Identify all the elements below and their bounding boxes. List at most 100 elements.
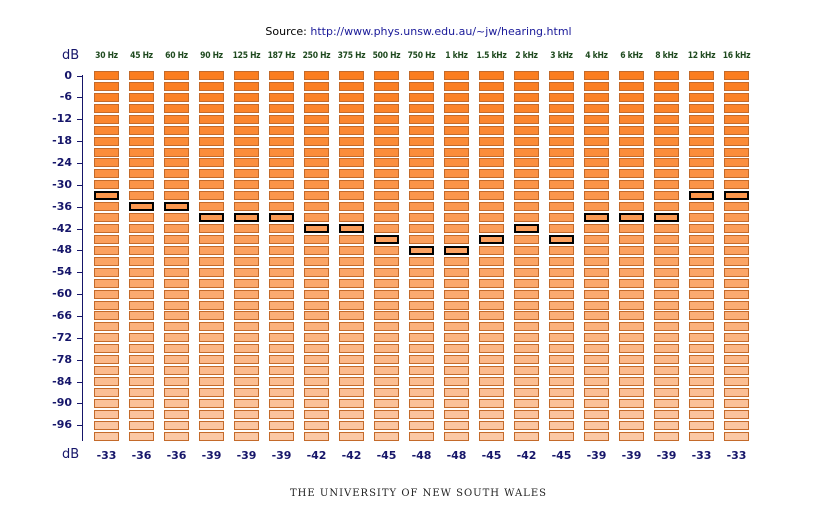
level-cell[interactable] (374, 388, 399, 397)
level-cell[interactable] (479, 388, 504, 397)
level-cell[interactable] (199, 388, 224, 397)
level-cell[interactable] (164, 126, 189, 135)
level-cell[interactable] (514, 279, 539, 288)
level-cell[interactable] (479, 93, 504, 102)
level-cell[interactable] (129, 257, 154, 266)
level-cell[interactable] (94, 224, 119, 233)
level-cell[interactable] (654, 268, 679, 277)
level-cell[interactable] (654, 410, 679, 419)
level-cell[interactable] (549, 344, 574, 353)
level-cell[interactable] (234, 180, 259, 189)
level-cell[interactable] (619, 82, 644, 91)
level-cell[interactable] (339, 301, 364, 310)
level-cell[interactable] (654, 257, 679, 266)
level-cell[interactable] (514, 410, 539, 419)
level-cell[interactable] (304, 93, 329, 102)
level-cell[interactable] (724, 279, 749, 288)
level-cell[interactable] (689, 235, 714, 244)
level-cell[interactable] (654, 377, 679, 386)
level-cell[interactable] (654, 311, 679, 320)
level-cell[interactable] (514, 344, 539, 353)
level-cell[interactable] (549, 268, 574, 277)
level-cell[interactable] (269, 399, 294, 408)
level-cell[interactable] (689, 82, 714, 91)
level-cell[interactable] (374, 126, 399, 135)
level-cell[interactable] (444, 333, 469, 342)
level-cell[interactable] (339, 191, 364, 200)
level-cell[interactable] (304, 388, 329, 397)
level-cell[interactable] (129, 410, 154, 419)
level-cell[interactable] (164, 410, 189, 419)
level-cell[interactable] (654, 290, 679, 299)
level-cell[interactable] (689, 268, 714, 277)
level-cell[interactable] (409, 301, 434, 310)
level-cell[interactable] (409, 366, 434, 375)
level-cell[interactable] (164, 432, 189, 441)
level-cell[interactable] (724, 213, 749, 222)
level-cell[interactable] (654, 399, 679, 408)
level-cell[interactable] (444, 126, 469, 135)
level-cell[interactable] (269, 290, 294, 299)
level-cell[interactable] (654, 322, 679, 331)
level-cell[interactable] (304, 104, 329, 113)
level-cell[interactable] (409, 126, 434, 135)
level-cell[interactable] (479, 202, 504, 211)
level-cell[interactable] (304, 213, 329, 222)
level-cell[interactable] (129, 158, 154, 167)
level-cell[interactable] (409, 191, 434, 200)
level-cell[interactable] (234, 169, 259, 178)
level-cell[interactable] (619, 137, 644, 146)
level-cell[interactable] (479, 82, 504, 91)
level-cell[interactable] (304, 279, 329, 288)
level-cell[interactable] (234, 421, 259, 430)
level-cell[interactable] (269, 355, 294, 364)
level-cell[interactable] (234, 432, 259, 441)
level-cell[interactable] (269, 158, 294, 167)
level-cell[interactable] (584, 169, 609, 178)
level-cell-selected[interactable] (94, 191, 119, 200)
level-cell[interactable] (129, 268, 154, 277)
level-cell[interactable] (199, 432, 224, 441)
level-cell[interactable] (549, 388, 574, 397)
level-cell[interactable] (199, 224, 224, 233)
level-cell[interactable] (549, 213, 574, 222)
level-cell[interactable] (724, 344, 749, 353)
level-cell[interactable] (269, 388, 294, 397)
level-cell[interactable] (199, 366, 224, 375)
level-cell[interactable] (584, 224, 609, 233)
level-cell[interactable] (549, 104, 574, 113)
level-cell[interactable] (269, 71, 294, 80)
level-cell[interactable] (514, 115, 539, 124)
level-cell[interactable] (724, 246, 749, 255)
level-cell[interactable] (479, 421, 504, 430)
level-cell[interactable] (724, 180, 749, 189)
level-cell[interactable] (199, 93, 224, 102)
level-cell[interactable] (339, 399, 364, 408)
level-cell[interactable] (199, 115, 224, 124)
level-cell[interactable] (374, 148, 399, 157)
level-cell[interactable] (374, 410, 399, 419)
level-cell[interactable] (199, 268, 224, 277)
level-cell[interactable] (199, 202, 224, 211)
level-cell[interactable] (374, 279, 399, 288)
level-cell[interactable] (269, 301, 294, 310)
level-cell[interactable] (94, 279, 119, 288)
level-cell[interactable] (514, 355, 539, 364)
level-cell[interactable] (129, 235, 154, 244)
level-cell[interactable] (689, 104, 714, 113)
level-cell[interactable] (234, 148, 259, 157)
level-cell-selected[interactable] (514, 224, 539, 233)
level-cell[interactable] (689, 311, 714, 320)
level-cell[interactable] (514, 268, 539, 277)
level-cell[interactable] (129, 71, 154, 80)
level-cell[interactable] (514, 322, 539, 331)
level-cell[interactable] (619, 169, 644, 178)
level-cell[interactable] (724, 268, 749, 277)
level-cell[interactable] (199, 377, 224, 386)
level-cell[interactable] (584, 410, 609, 419)
level-cell[interactable] (339, 432, 364, 441)
level-cell[interactable] (724, 257, 749, 266)
level-cell[interactable] (129, 213, 154, 222)
level-cell[interactable] (199, 311, 224, 320)
level-cell[interactable] (304, 257, 329, 266)
